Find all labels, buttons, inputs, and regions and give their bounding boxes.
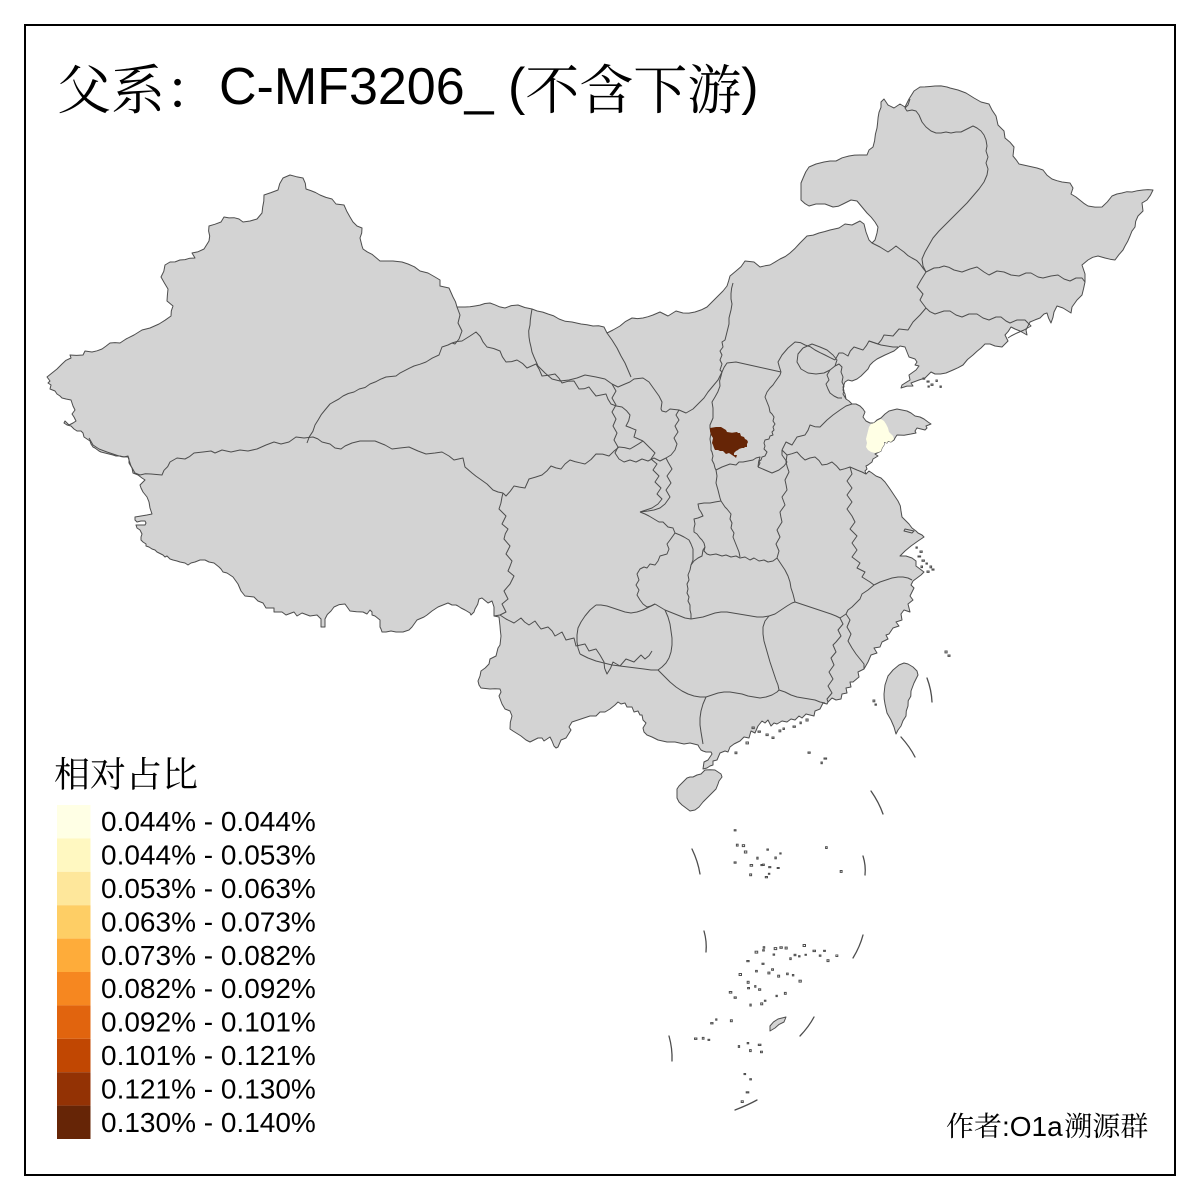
svg-text:0.053% - 0.063%: 0.053% - 0.063%	[101, 873, 316, 904]
svg-text:0.044% - 0.053%: 0.044% - 0.053%	[101, 840, 316, 871]
svg-text:0.101% - 0.121%: 0.101% - 0.121%	[101, 1040, 316, 1071]
svg-text:0.063% - 0.073%: 0.063% - 0.073%	[101, 906, 316, 937]
svg-text:0.121% - 0.130%: 0.121% - 0.130%	[101, 1073, 316, 1104]
svg-text:0.130% - 0.140%: 0.130% - 0.140%	[101, 1107, 316, 1138]
svg-text:0.073% - 0.082%: 0.073% - 0.082%	[101, 940, 316, 971]
svg-text:0.092% - 0.101%: 0.092% - 0.101%	[101, 1007, 316, 1038]
svg-text::O1a: :O1a	[1002, 1111, 1063, 1142]
svg-text:): )	[741, 58, 758, 116]
svg-text:C-MF3206_ (: C-MF3206_ (	[219, 58, 526, 116]
svg-text:0.082% - 0.092%: 0.082% - 0.092%	[101, 973, 316, 1004]
svg-text:0.044% - 0.044%: 0.044% - 0.044%	[101, 806, 316, 837]
